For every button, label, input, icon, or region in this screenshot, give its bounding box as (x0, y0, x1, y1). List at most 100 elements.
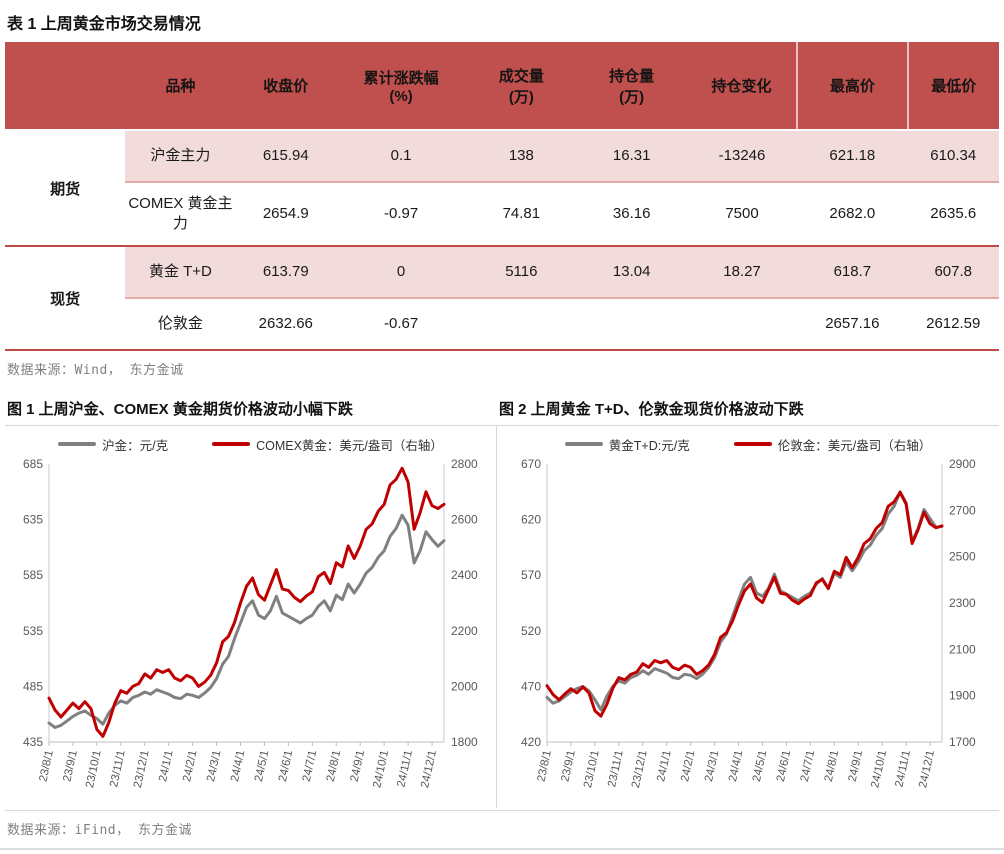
charts-source-note: 数据来源：iFind， 东方金诚 (5, 810, 999, 838)
svg-text:24/3/1: 24/3/1 (205, 749, 223, 783)
svg-text:24/12/1: 24/12/1 (419, 749, 439, 789)
svg-text:2500: 2500 (949, 550, 976, 564)
svg-text:24/5/1: 24/5/1 (253, 749, 271, 783)
svg-text:470: 470 (520, 679, 540, 693)
svg-text:24/6/1: 24/6/1 (774, 749, 792, 783)
charts-block: 图 1 上周沪金、COMEX 黄金期货价格波动小幅下跌 图 2 上周黄金 T+D… (5, 398, 999, 808)
cell-volume (466, 298, 577, 350)
group-cell-spot: 现货 (5, 245, 126, 350)
svg-text:24/10/1: 24/10/1 (371, 749, 391, 789)
chart1-panel: 沪金：元/克 COMEX黄金：美元/盎司（右轴） 685 635 585 535 485 4… (5, 426, 497, 808)
cell-high: 2682.0 (797, 182, 908, 246)
header-volume: 成交量 (万) (466, 42, 577, 131)
legend-line-swatch (564, 442, 603, 446)
svg-text:2000: 2000 (451, 679, 478, 693)
header-high: 最高价 (796, 42, 908, 131)
svg-text:2100: 2100 (949, 642, 976, 656)
group-cell-futures: 期货 (5, 130, 126, 246)
chart-titles-row: 图 1 上周沪金、COMEX 黄金期货价格波动小幅下跌 图 2 上周黄金 T+D… (5, 398, 999, 426)
svg-text:24/4/1: 24/4/1 (727, 749, 745, 783)
table-header-row: 品种 收盘价 累计涨跌幅 (%) 成交量 (万) 持仓量 (万) 持仓变化 最高… (5, 42, 999, 131)
svg-text:24/4/1: 24/4/1 (229, 749, 247, 783)
cell-low: 2612.59 (907, 298, 999, 350)
svg-text:23/11/1: 23/11/1 (108, 749, 128, 788)
header-variety: 品种 (125, 42, 236, 131)
svg-text:1700: 1700 (949, 735, 976, 749)
svg-text:24/6/1: 24/6/1 (277, 749, 295, 783)
cell-high: 621.18 (797, 130, 908, 183)
cell-oi-change: 18.27 (686, 245, 798, 299)
cell-change: 0.1 (335, 130, 467, 183)
legend-label: COMEX黄金：美元/盎司（右轴） (256, 438, 443, 453)
svg-text:2600: 2600 (451, 513, 478, 527)
svg-text:2900: 2900 (949, 457, 976, 471)
svg-text:23/12/1: 23/12/1 (132, 749, 152, 789)
table-row-gold-td: 现货 黄金 T+D 613.79 0 5116 13.04 18.27 618.… (5, 245, 999, 350)
cell-oi (576, 298, 687, 350)
legend-item: 伦敦金：美元/盎司（右轴） (733, 435, 931, 454)
cell-close: 2632.66 (235, 298, 336, 350)
legend-line-swatch (733, 442, 772, 446)
header-oi: 持仓量 (万) (576, 42, 687, 131)
svg-text:24/9/1: 24/9/1 (349, 749, 367, 783)
cell-oi-change: -13246 (686, 130, 798, 183)
cell-change: 0 (335, 245, 467, 299)
table-source-note: 数据来源：Wind， 东方金诚 (7, 363, 184, 378)
chart-panels-row: 沪金：元/克 COMEX黄金：美元/盎司（右轴） 685 635 585 535 485 4… (5, 426, 999, 808)
table-title: 表 1 上周黄金市场交易情况 (7, 16, 201, 33)
svg-text:23/8/1: 23/8/1 (38, 749, 56, 783)
svg-text:23/12/1: 23/12/1 (629, 749, 649, 789)
svg-text:620: 620 (520, 513, 540, 527)
gold-market-table: 品种 收盘价 累计涨跌幅 (%) 成交量 (万) 持仓量 (万) 持仓变化 最高… (5, 42, 999, 351)
svg-text:435: 435 (23, 735, 43, 749)
svg-text:24/8/1: 24/8/1 (325, 749, 343, 783)
chart2-panel: 黄金T+D:元/克 伦敦金：美元/盎司（右轴） 670 620 570 520 470 42… (497, 426, 999, 808)
svg-text:24/10/1: 24/10/1 (869, 749, 889, 789)
cell-low: 610.34 (907, 130, 999, 183)
svg-text:24/8/1: 24/8/1 (822, 749, 840, 783)
svg-text:24/7/1: 24/7/1 (301, 749, 319, 783)
cell-oi: 13.04 (576, 245, 687, 299)
cell-change: -0.67 (335, 298, 467, 350)
cell-close: 615.94 (235, 130, 336, 183)
legend-line-swatch (212, 442, 251, 446)
table-row-london-gold: 伦敦金 2632.66 -0.67 2657.16 2612.59 (5, 298, 999, 350)
chart1-title: 图 1 上周沪金、COMEX 黄金期货价格波动小幅下跌 (7, 401, 353, 418)
cell-oi: 36.16 (576, 182, 687, 246)
svg-text:2700: 2700 (949, 503, 976, 517)
chart1-line-plot: 685 635 585 535 485 435 2800 2600 2400 2200 2000 18… (23, 457, 478, 789)
svg-text:24/12/1: 24/12/1 (917, 749, 937, 789)
svg-text:670: 670 (520, 457, 540, 471)
cell-volume: 74.81 (466, 182, 577, 246)
header-low: 最低价 (906, 42, 999, 131)
svg-text:635: 635 (23, 513, 43, 527)
svg-text:485: 485 (23, 679, 43, 693)
svg-text:1800: 1800 (451, 735, 478, 749)
header-change-line1: 累计涨跌幅 (363, 69, 439, 87)
svg-text:24/9/1: 24/9/1 (846, 749, 864, 783)
svg-text:24/1/1: 24/1/1 (655, 749, 673, 783)
table-row-hujin: 期货 沪金主力 615.94 0.1 138 16.31 -13246 621.… (5, 130, 999, 246)
cell-low: 2635.6 (907, 182, 999, 246)
chart2-legend: 黄金T+D:元/克 伦敦金：美元/盎司（右轴） (497, 432, 999, 456)
svg-text:2400: 2400 (451, 568, 478, 582)
svg-text:24/11/1: 24/11/1 (893, 749, 913, 788)
header-empty (5, 42, 126, 131)
cell-high: 2657.16 (797, 298, 908, 350)
legend-item: 黄金T+D:元/克 (564, 435, 690, 454)
svg-text:585: 585 (23, 568, 43, 582)
header-close: 收盘价 (235, 42, 336, 131)
svg-text:24/2/1: 24/2/1 (679, 749, 697, 783)
svg-text:685: 685 (23, 457, 43, 471)
cell-high: 618.7 (797, 245, 908, 299)
cell-name: 黄金 T+D (125, 245, 236, 299)
header-oi-change: 持仓变化 (686, 42, 798, 131)
cell-volume: 138 (466, 130, 577, 183)
svg-text:570: 570 (520, 568, 540, 582)
svg-text:520: 520 (520, 624, 540, 638)
legend-label: 黄金T+D:元/克 (608, 438, 690, 453)
svg-text:23/10/1: 23/10/1 (582, 749, 602, 789)
cell-volume: 5116 (466, 245, 577, 299)
svg-text:1900: 1900 (949, 689, 976, 703)
